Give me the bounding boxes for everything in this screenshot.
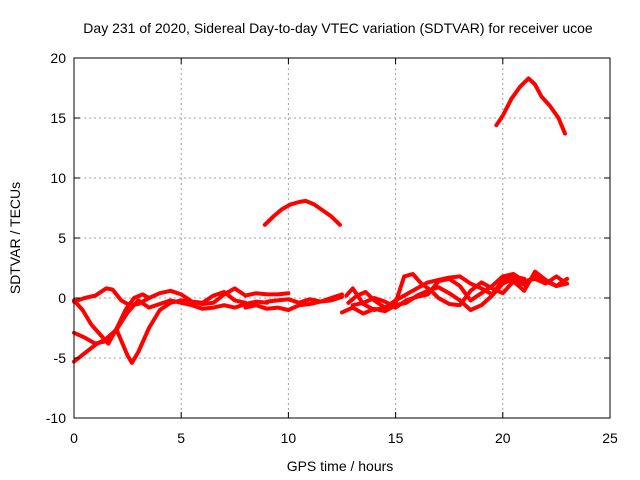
series-line-trace-4 <box>72 292 151 346</box>
y-tick-label: 5 <box>58 230 66 246</box>
series-line-trace-6 <box>265 292 344 305</box>
x-tick-label: 0 <box>70 430 78 446</box>
x-tick-label: 25 <box>602 430 618 446</box>
series-line-trace-12 <box>494 76 567 136</box>
series-line-trace-7 <box>262 198 342 227</box>
x-tick-label: 20 <box>495 430 511 446</box>
y-tick-label: -5 <box>54 350 67 366</box>
y-tick-label: 15 <box>50 110 66 126</box>
x-axis-label: GPS time / hours <box>287 458 394 474</box>
series-line-trace-11 <box>350 272 567 310</box>
x-tick-label: 10 <box>281 430 297 446</box>
data-series <box>72 76 570 365</box>
series-line-trace-10 <box>346 269 570 310</box>
x-tick-label: 15 <box>388 430 404 446</box>
y-axis-label: SDTVAR / TECUs <box>7 182 23 294</box>
grid <box>74 58 610 418</box>
axis-ticks: 0 5 10 15 20 25 -10 -5 0 5 10 15 20 <box>46 50 618 446</box>
series-line-trace-2 <box>72 298 269 364</box>
x-tick-label: 5 <box>177 430 185 446</box>
y-tick-label: -10 <box>46 410 66 426</box>
y-tick-label: 0 <box>58 290 66 306</box>
y-tick-label: 10 <box>50 170 66 186</box>
series-line-trace-1 <box>72 286 291 308</box>
y-tick-label: 20 <box>50 50 66 66</box>
chart-title: Day 231 of 2020, Sidereal Day-to-day VTE… <box>83 20 593 36</box>
